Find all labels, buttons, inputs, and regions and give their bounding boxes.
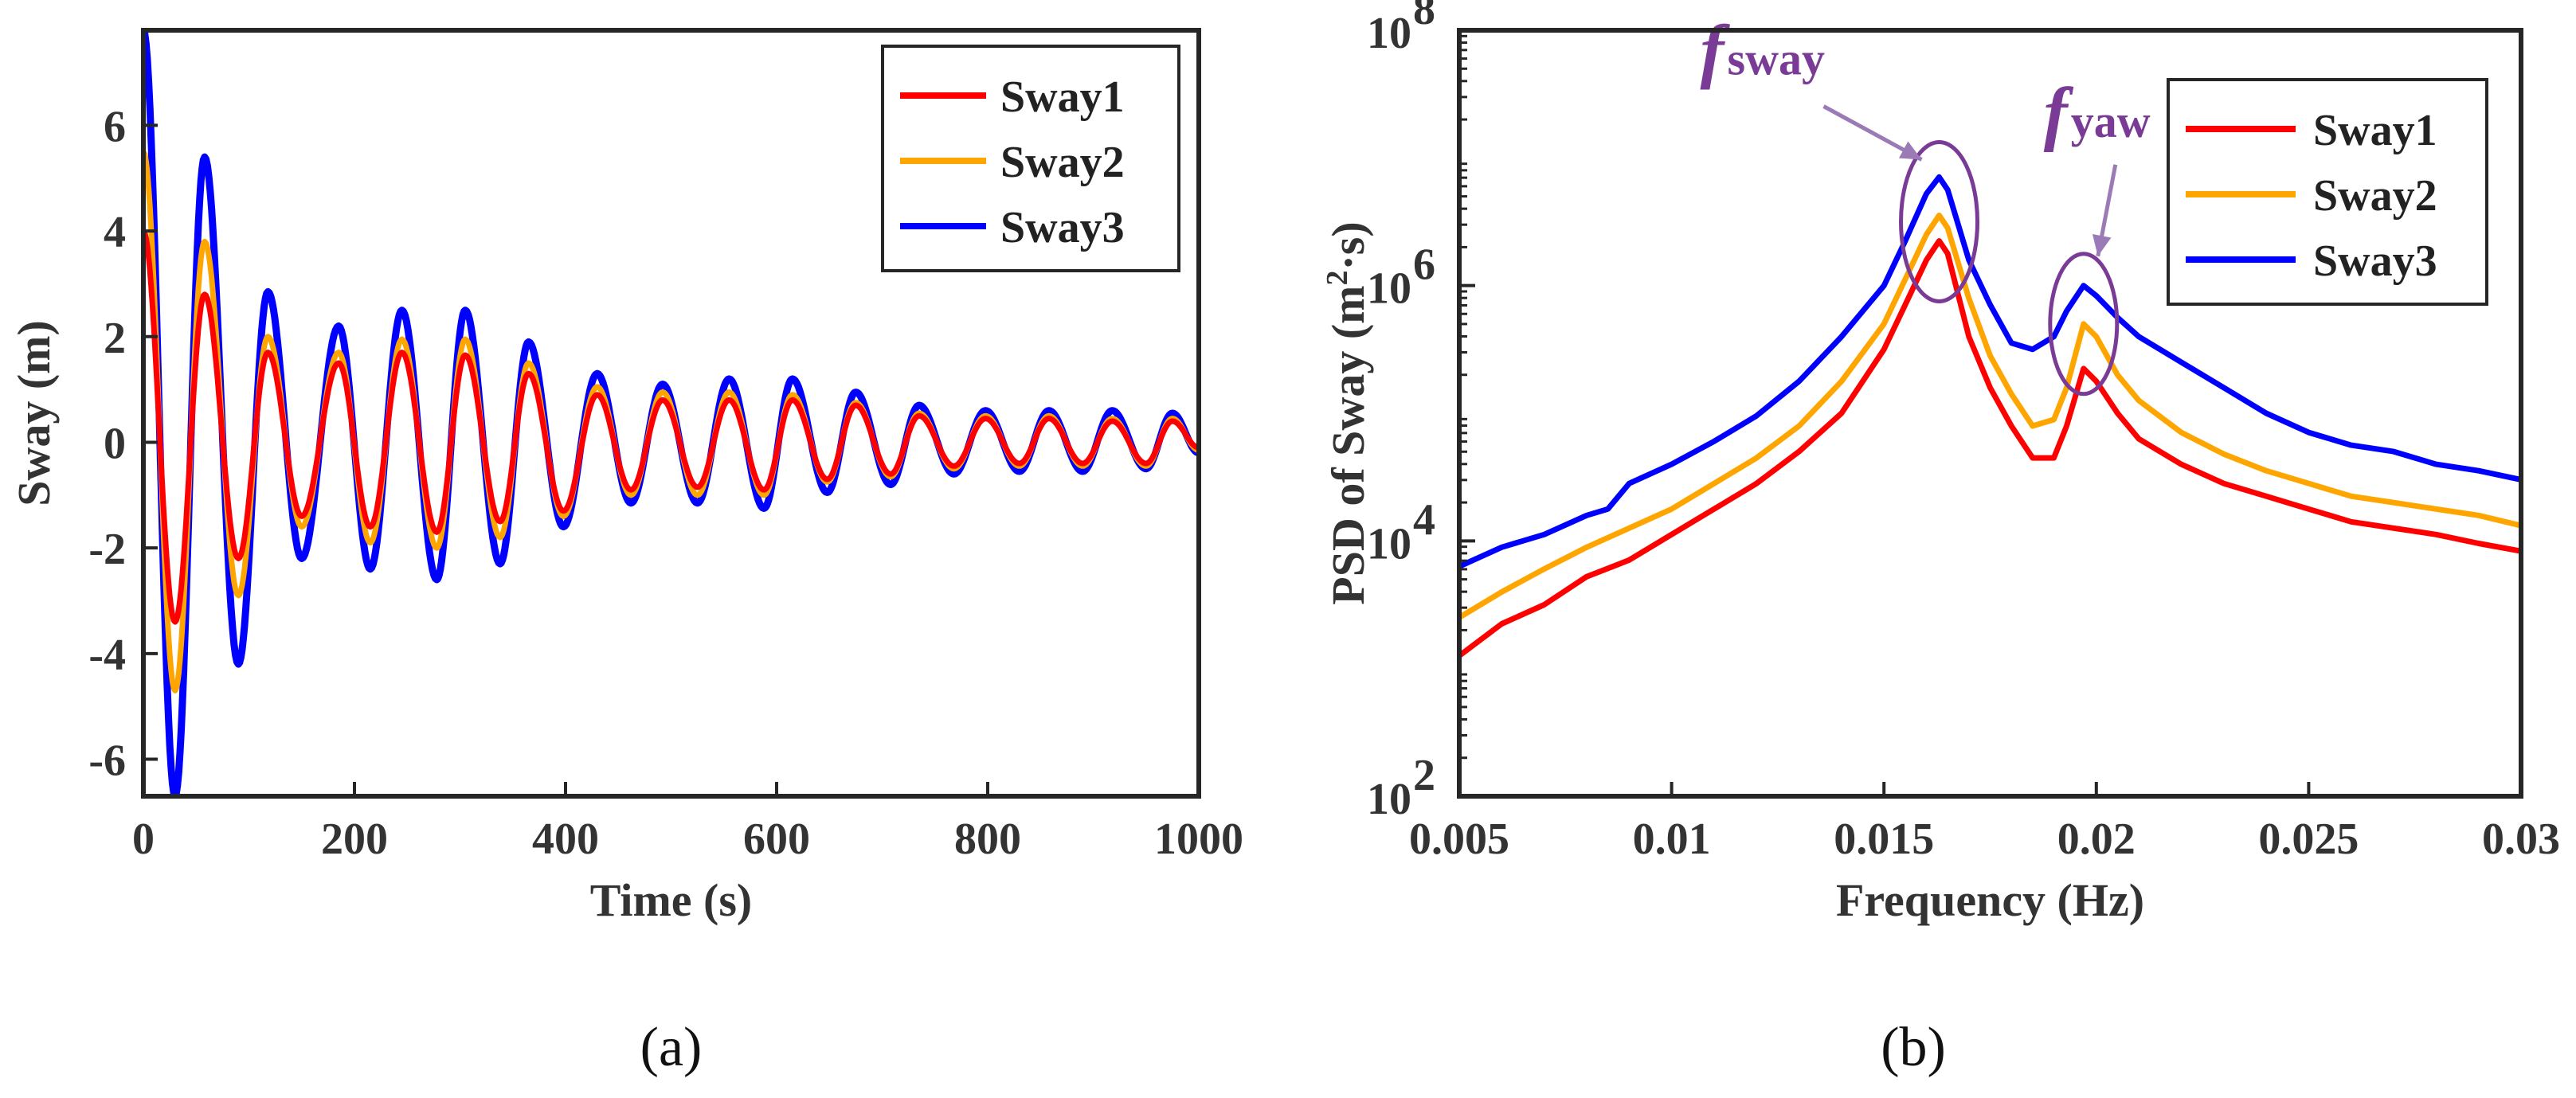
annotation-ellipse-fsway bbox=[1899, 140, 1980, 303]
panel-b-y-label-tail: ·s) bbox=[1322, 221, 1374, 270]
x-tick-label-1: 0.01 bbox=[1633, 815, 1711, 864]
legend-label-sway3: Sway3 bbox=[1000, 203, 1125, 252]
panel-b-y-axis-label: PSD of Sway (m2·s) bbox=[1321, 221, 1374, 604]
y-tick-label-4: 2 bbox=[104, 314, 126, 363]
y-tick-exponent-3: 8 bbox=[1413, 0, 1435, 34]
series-line-sway3 bbox=[1459, 174, 2521, 569]
panel-b-label: (b) bbox=[1881, 1017, 1946, 1078]
legend-label-sway3: Sway3 bbox=[2313, 236, 2437, 286]
legend-label-sway2: Sway2 bbox=[2313, 171, 2437, 221]
x-tick-label-4: 0.025 bbox=[2258, 815, 2359, 864]
y-tick-label-2: 10 bbox=[1367, 264, 1411, 314]
y-tick-label-1: -4 bbox=[88, 631, 126, 680]
panel-a-label: (a) bbox=[640, 1017, 703, 1078]
legend-label-sway1: Sway1 bbox=[1000, 72, 1125, 122]
x-tick-label-2: 400 bbox=[532, 815, 599, 864]
x-tick-label-0: 0 bbox=[132, 815, 155, 864]
x-tick-label-2: 0.015 bbox=[1834, 815, 1934, 864]
annotation-label-fsway: fsway bbox=[1701, 12, 1825, 91]
series-line-sway1 bbox=[1459, 238, 2521, 658]
y-tick-label-3: 10 bbox=[1367, 9, 1411, 58]
panel-b-legend: Sway1 Sway2 Sway3 bbox=[2167, 78, 2488, 306]
panel-a-x-axis-label: Time (s) bbox=[590, 874, 753, 926]
y-tick-label-3: 0 bbox=[104, 419, 126, 468]
y-tick-exponent-0: 2 bbox=[1413, 751, 1435, 800]
legend-label-sway2: Sway2 bbox=[1000, 138, 1125, 187]
y-tick-exponent-2: 6 bbox=[1413, 240, 1435, 290]
y-tick-label-1: 10 bbox=[1367, 519, 1411, 569]
panel-b-y-label-sup: 2 bbox=[1321, 271, 1354, 286]
panel-b-plot-frame bbox=[1457, 28, 2523, 799]
y-tick-label-0: 10 bbox=[1367, 775, 1411, 824]
panel-a-y-ticks: -6 -4 -2 0 2 4 6 bbox=[88, 102, 158, 786]
panel-a-legend: Sway1 Sway2 Sway3 bbox=[881, 45, 1180, 272]
x-tick-label-3: 600 bbox=[743, 815, 810, 864]
panel-b-y-label-main: PSD of Sway (m bbox=[1322, 286, 1374, 605]
annotation-arrow-fyaw-head bbox=[2092, 233, 2112, 256]
panel-a-series-lines bbox=[143, 30, 1199, 796]
panel-b-annotations: fsway fyaw bbox=[1701, 12, 2151, 397]
x-tick-label-4: 800 bbox=[954, 815, 1021, 864]
panel-a-x-ticks: 0 200 400 600 800 1000 bbox=[132, 782, 1243, 864]
annotation-arrow-fsway-head bbox=[1898, 141, 1922, 160]
y-tick-label-2: -2 bbox=[88, 525, 126, 574]
series-line-sway1 bbox=[143, 229, 1199, 625]
series-line-sway2 bbox=[1459, 213, 2521, 620]
x-tick-label-1: 200 bbox=[321, 815, 388, 864]
y-tick-label-0: -6 bbox=[88, 737, 126, 786]
panel-b: fsway fyaw 0.005 0.01 0.015 0.02 0.025 0.03 10… bbox=[1321, 0, 2560, 1078]
y-tick-label-5: 4 bbox=[104, 208, 126, 257]
x-tick-label-0: 0.005 bbox=[1409, 815, 1509, 864]
panel-b-x-axis-label: Frequency (Hz) bbox=[1836, 874, 2144, 926]
panel-b-x-ticks: 0.005 0.01 0.015 0.02 0.025 0.03 bbox=[1409, 782, 2560, 864]
legend-label-sway1: Sway1 bbox=[2313, 106, 2437, 155]
y-tick-exponent-1: 4 bbox=[1413, 495, 1435, 545]
x-tick-label-5: 1000 bbox=[1154, 815, 1243, 864]
panel-a-y-axis-label: Sway (m) bbox=[8, 320, 60, 506]
x-tick-label-3: 0.02 bbox=[2057, 815, 2136, 864]
annotation-ellipse-fyaw bbox=[2048, 252, 2120, 397]
x-tick-label-5: 0.03 bbox=[2482, 815, 2560, 864]
panel-a: 0 200 400 600 800 1000 -6 -4 -2 0 2 4 6 Time (s) Sw… bbox=[8, 28, 1243, 1078]
panel-a-plot-frame bbox=[141, 28, 1201, 799]
panel-b-series-lines bbox=[1459, 174, 2521, 658]
annotation-label-fyaw: fyaw bbox=[2044, 74, 2151, 153]
y-tick-label-6: 6 bbox=[104, 102, 126, 151]
